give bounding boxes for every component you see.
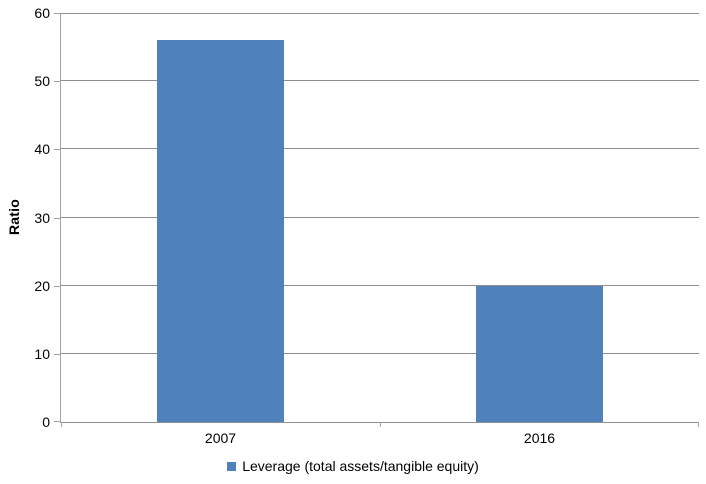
y-axis-tick <box>54 353 61 355</box>
y-axis-tick-label: 0 <box>42 414 50 430</box>
y-axis-tick <box>54 421 61 422</box>
gridline <box>61 80 699 82</box>
gridline <box>61 352 699 354</box>
y-axis-tick <box>54 217 61 219</box>
x-axis-label: 2007 <box>204 430 237 446</box>
legend-swatch-icon <box>227 461 237 471</box>
y-axis-tick <box>54 285 61 287</box>
y-axis-tick-label: 50 <box>34 73 50 90</box>
x-axis-label: 2016 <box>523 430 556 446</box>
y-axis-tick <box>54 13 61 14</box>
y-axis-tick-label: 60 <box>34 5 50 21</box>
gridline <box>61 13 699 14</box>
legend-label: Leverage (total assets/tangible equity) <box>242 458 479 474</box>
y-axis-tick <box>54 81 61 83</box>
plot-area: 2007 2016 <box>54 13 699 445</box>
y-axis-tick-label: 20 <box>34 277 50 294</box>
gridline <box>61 284 699 286</box>
y-axis-tick-label: 40 <box>34 141 50 158</box>
x-axis-tick <box>61 422 62 427</box>
y-axis-labels: 0 10 20 30 40 50 60 <box>0 6 50 429</box>
x-axis-tick <box>698 422 699 427</box>
legend: Leverage (total assets/tangible equity) <box>0 458 706 474</box>
bar-2016 <box>475 285 604 422</box>
gridline <box>61 148 699 150</box>
gridline <box>61 216 699 218</box>
x-axis-tick <box>380 422 381 427</box>
y-axis-tick <box>54 149 61 151</box>
y-axis-tick-label: 30 <box>34 209 50 226</box>
bar-2007 <box>156 40 285 422</box>
y-axis-tick-label: 10 <box>34 345 50 362</box>
